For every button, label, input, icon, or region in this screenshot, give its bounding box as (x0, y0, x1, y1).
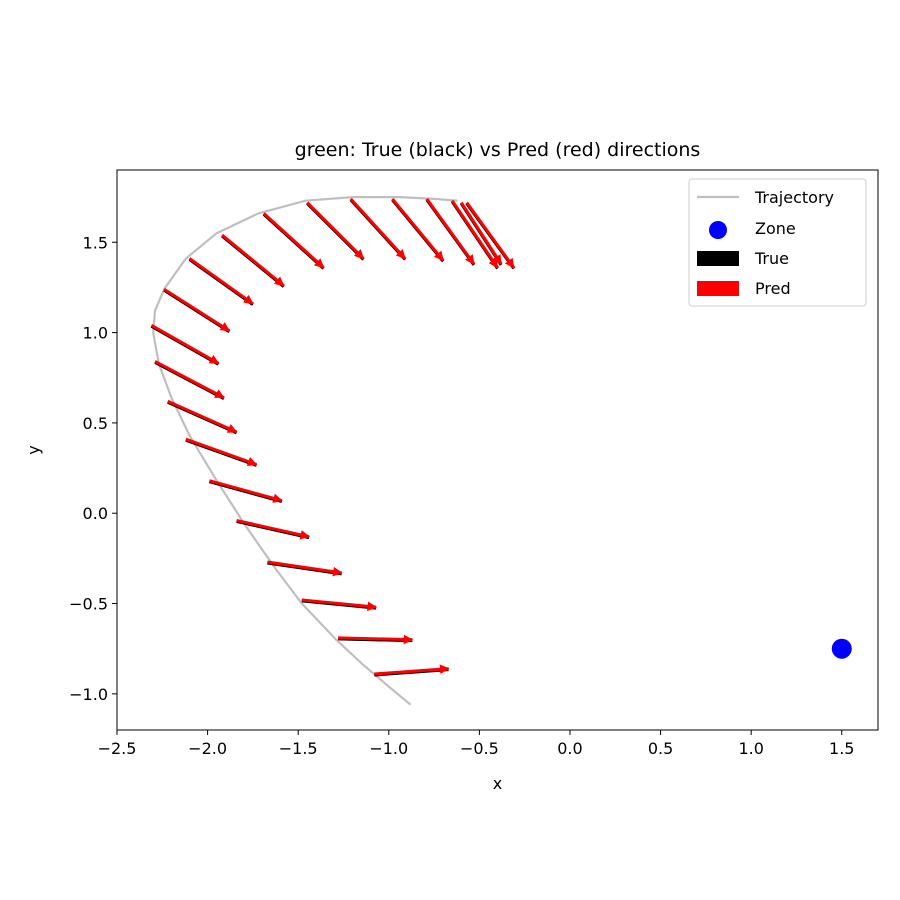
legend-trajectory-label: Trajectory (754, 188, 834, 207)
pred-arrow-3 (267, 560, 343, 577)
legend-true-label: True (754, 249, 789, 268)
pred-arrow-7 (167, 399, 238, 434)
plot-area (150, 196, 852, 706)
y-tick-label-4: 1.0 (83, 324, 108, 343)
x-axis: −2.5 −2.0 −1.5 −1.0 −0.5 0.0 0.5 1.0 1.5 (98, 730, 854, 758)
pred-arrow-5 (209, 479, 283, 503)
arrows-layer (150, 197, 516, 677)
legend-zone-label: Zone (755, 219, 796, 238)
x-axis-label: x (493, 774, 502, 793)
legend-zone-marker (709, 221, 727, 239)
y-tick-label-3: 0.5 (83, 414, 108, 433)
pred-arrow-18 (450, 199, 499, 269)
y-tick-label-2: 0.0 (83, 504, 108, 523)
legend-true-swatch (697, 251, 739, 266)
zone-layer (831, 638, 852, 659)
plot-frame (116, 169, 879, 731)
y-tick-label-1: −0.5 (69, 595, 108, 614)
pred-arrow-0 (374, 664, 450, 676)
x-tick-label-5: 0.0 (557, 739, 582, 758)
y-tick-label-0: −1.0 (69, 685, 108, 704)
pred-arrow-9 (150, 324, 220, 365)
legend: Trajectory Zone True Pred (688, 178, 867, 307)
y-axis-label: y (24, 445, 43, 454)
pred-arrow-17 (425, 198, 476, 265)
x-tick-label-1: −2.0 (188, 739, 227, 758)
trajectory-layer (152, 196, 458, 706)
pred-arrow-4 (236, 518, 310, 540)
pred-arrow-10 (163, 287, 231, 333)
y-axis: −1.0 −0.5 0.0 0.5 1.0 1.5 (69, 233, 117, 704)
pred-arrow-8 (154, 360, 225, 399)
legend-pred-swatch (697, 281, 739, 296)
pred-arrow-20 (460, 201, 503, 265)
chart-title: green: True (black) vs Pred (red) direct… (295, 139, 701, 161)
pred-arrow-16 (391, 197, 445, 262)
zone-marker (831, 638, 852, 659)
pred-arrow-6 (185, 437, 258, 467)
legend-pred-label: Pred (755, 279, 791, 298)
pred-arrow-14 (306, 201, 365, 260)
x-tick-label-3: −1.0 (369, 739, 408, 758)
pred-arrow-11 (188, 257, 254, 305)
pred-arrow-15 (349, 197, 407, 260)
pred-arrow-13 (262, 212, 325, 269)
x-tick-label-4: −0.5 (460, 739, 499, 758)
pred-arrow-2 (301, 598, 378, 612)
x-tick-label-7: 1.0 (738, 739, 763, 758)
x-tick-label-8: 1.5 (829, 739, 854, 758)
x-tick-label-0: −2.5 (98, 739, 137, 758)
pred-arrow-12 (221, 233, 285, 287)
x-tick-label-2: −1.5 (279, 739, 318, 758)
trajectory-line (152, 196, 458, 706)
pred-arrow-1 (338, 634, 414, 645)
pred-arrow-19 (465, 201, 516, 269)
x-tick-label-6: 0.5 (648, 739, 673, 758)
legend-frame (688, 178, 867, 307)
y-tick-label-5: 1.5 (83, 233, 108, 252)
